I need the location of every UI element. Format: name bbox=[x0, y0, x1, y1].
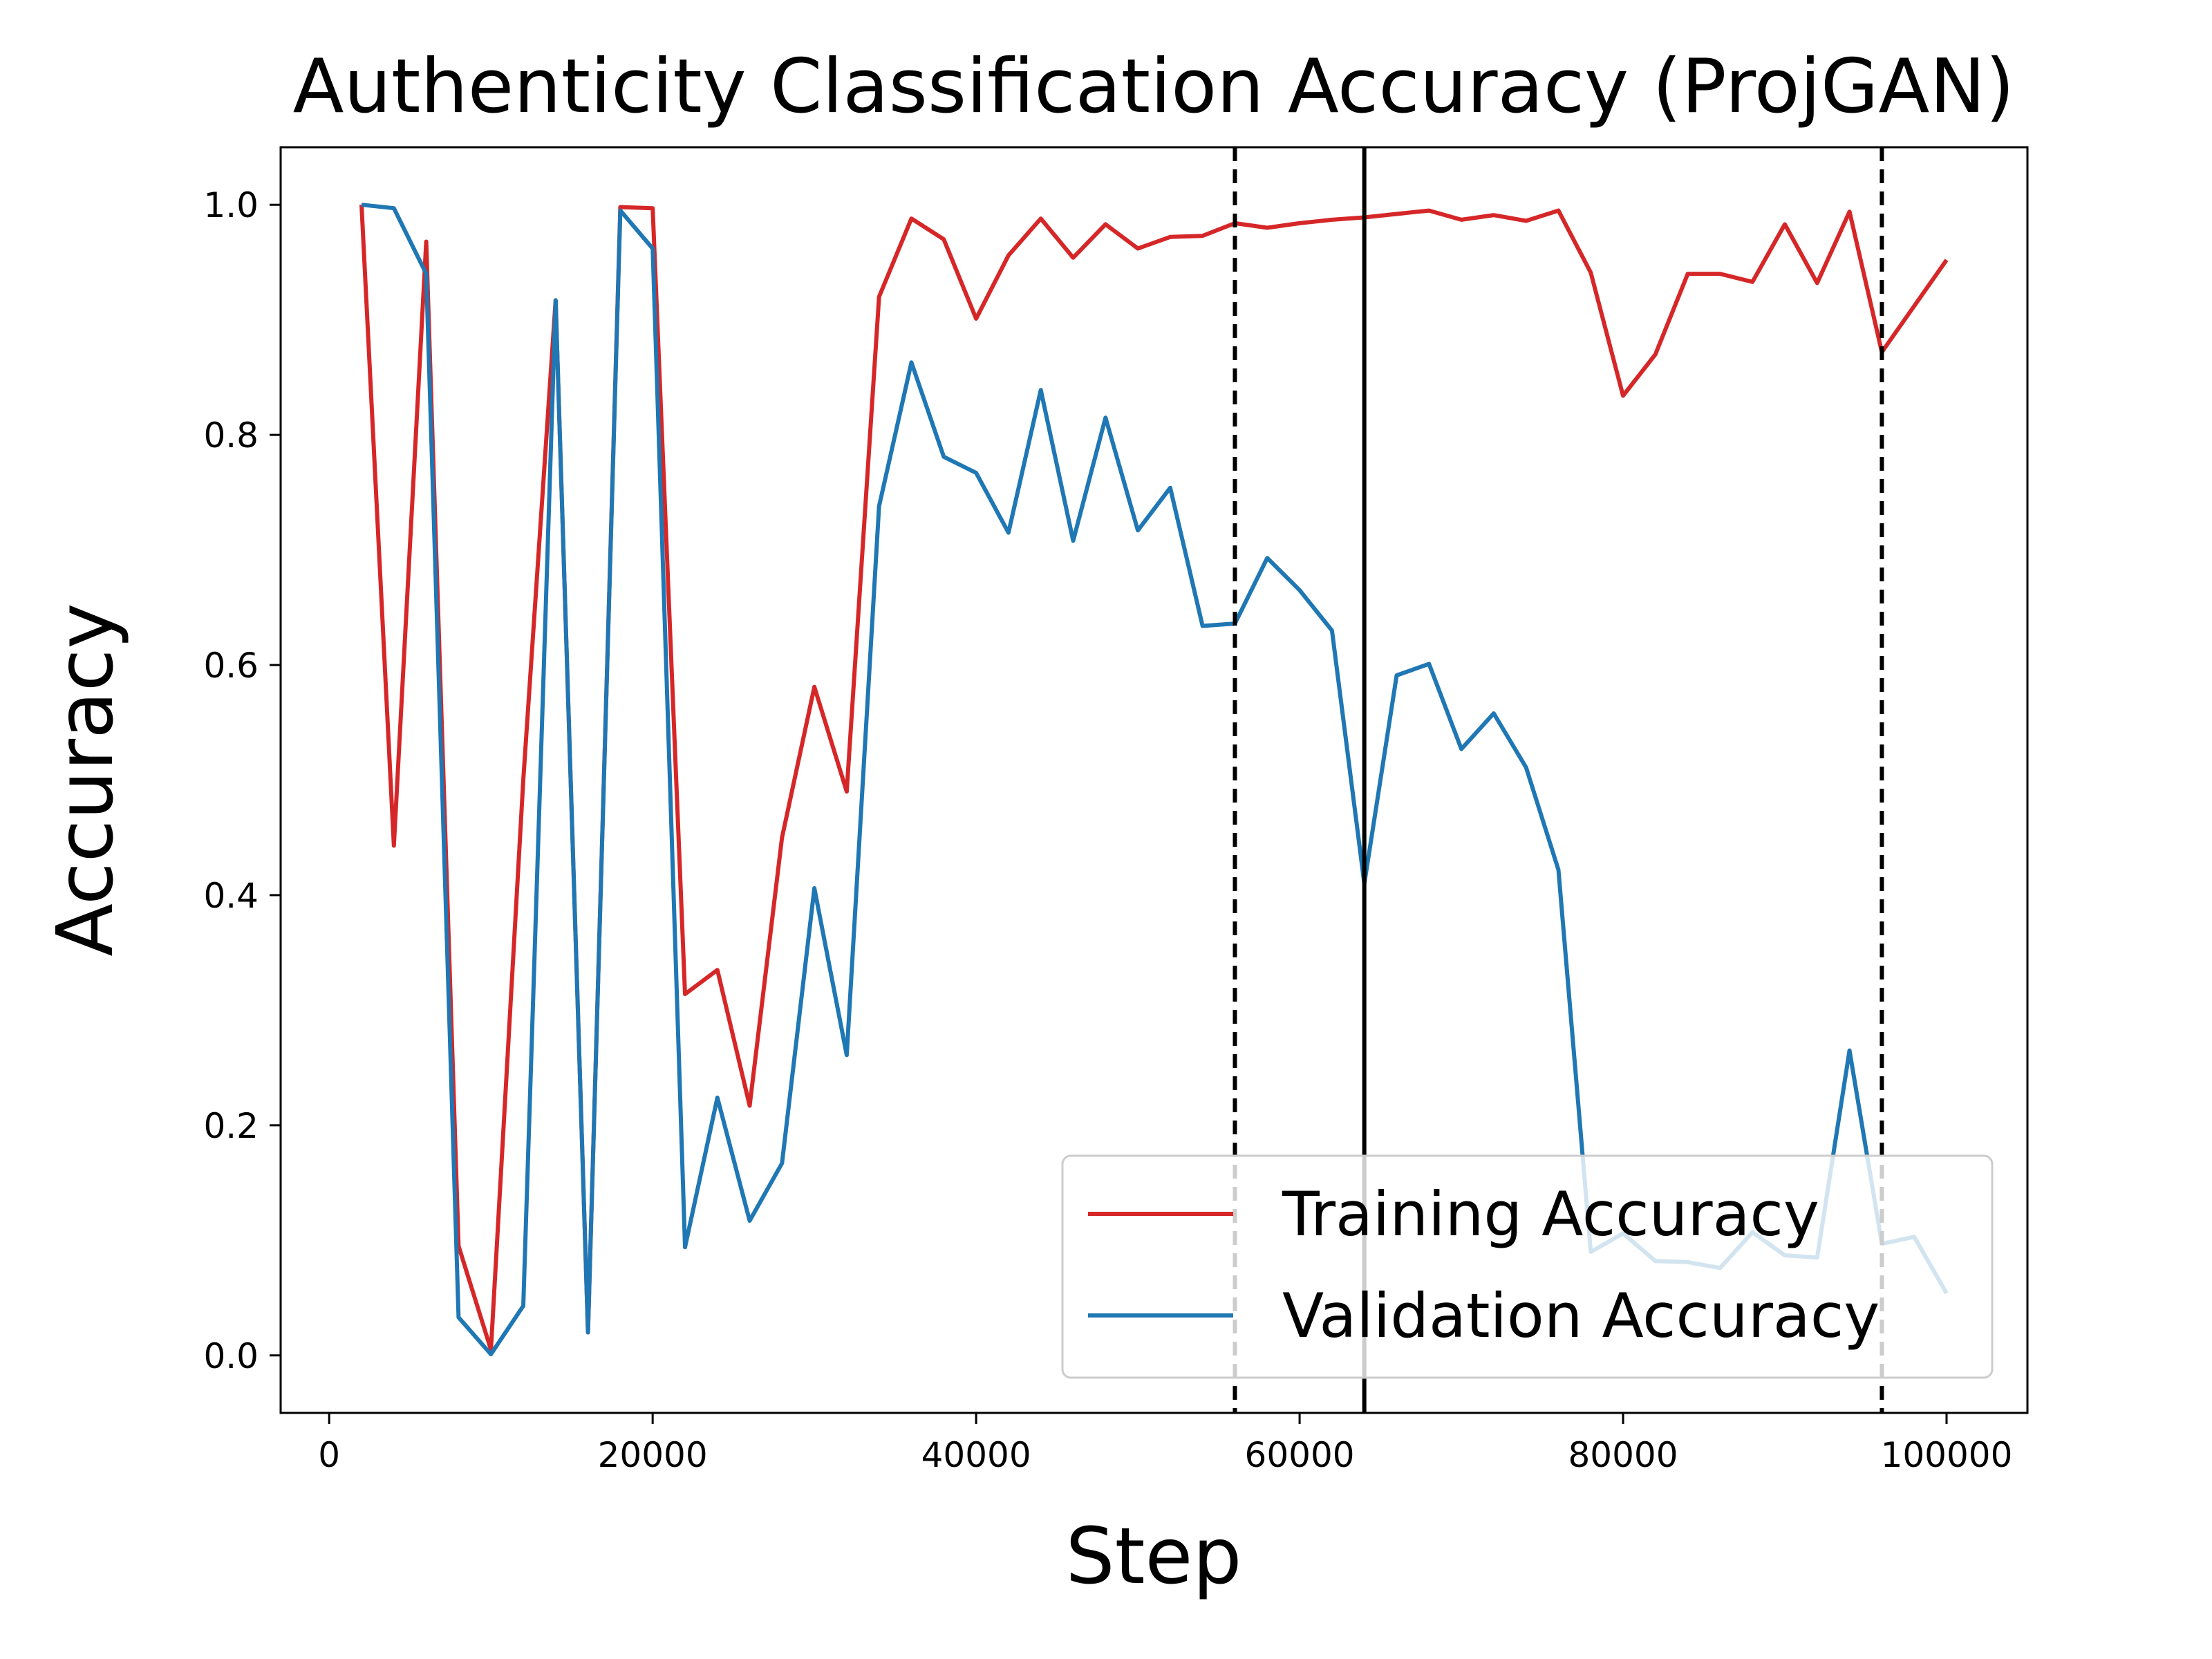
legend: Training Accuracy Validation Accuracy bbox=[1061, 1154, 1994, 1379]
y-axis-label: Accuracy bbox=[41, 603, 131, 956]
legend-label-training: Training Accuracy bbox=[1282, 1179, 1819, 1250]
legend-box bbox=[1061, 1154, 1994, 1379]
x-tick-label: 0 bbox=[318, 1435, 340, 1475]
y-axis-ticks: 0.0 0.2 0.4 0.6 0.8 1.0 bbox=[203, 185, 281, 1376]
x-tick-label: 100000 bbox=[1881, 1435, 2013, 1475]
y-tick-label: 0.8 bbox=[203, 415, 259, 456]
series-line-training bbox=[359, 205, 1949, 1352]
chart-title: Authenticity Classification Accuracy (Pr… bbox=[293, 44, 2015, 130]
x-tick-label: 20000 bbox=[598, 1435, 708, 1475]
y-tick-label: 1.0 bbox=[203, 185, 259, 225]
x-tick-label: 40000 bbox=[921, 1435, 1031, 1475]
x-tick-label: 60000 bbox=[1245, 1435, 1355, 1475]
y-tick-label: 0.6 bbox=[203, 646, 259, 686]
x-tick-label: 80000 bbox=[1568, 1435, 1678, 1475]
y-tick-label: 0.0 bbox=[203, 1336, 259, 1376]
x-axis-ticks: 0 20000 40000 60000 80000 100000 bbox=[318, 1413, 2012, 1475]
x-axis-label: Step bbox=[1065, 1512, 1241, 1602]
y-tick-label: 0.4 bbox=[203, 876, 259, 916]
plot-frame bbox=[279, 146, 2029, 1414]
y-tick-label: 0.2 bbox=[203, 1106, 259, 1146]
legend-label-validation: Validation Accuracy bbox=[1282, 1280, 1880, 1351]
